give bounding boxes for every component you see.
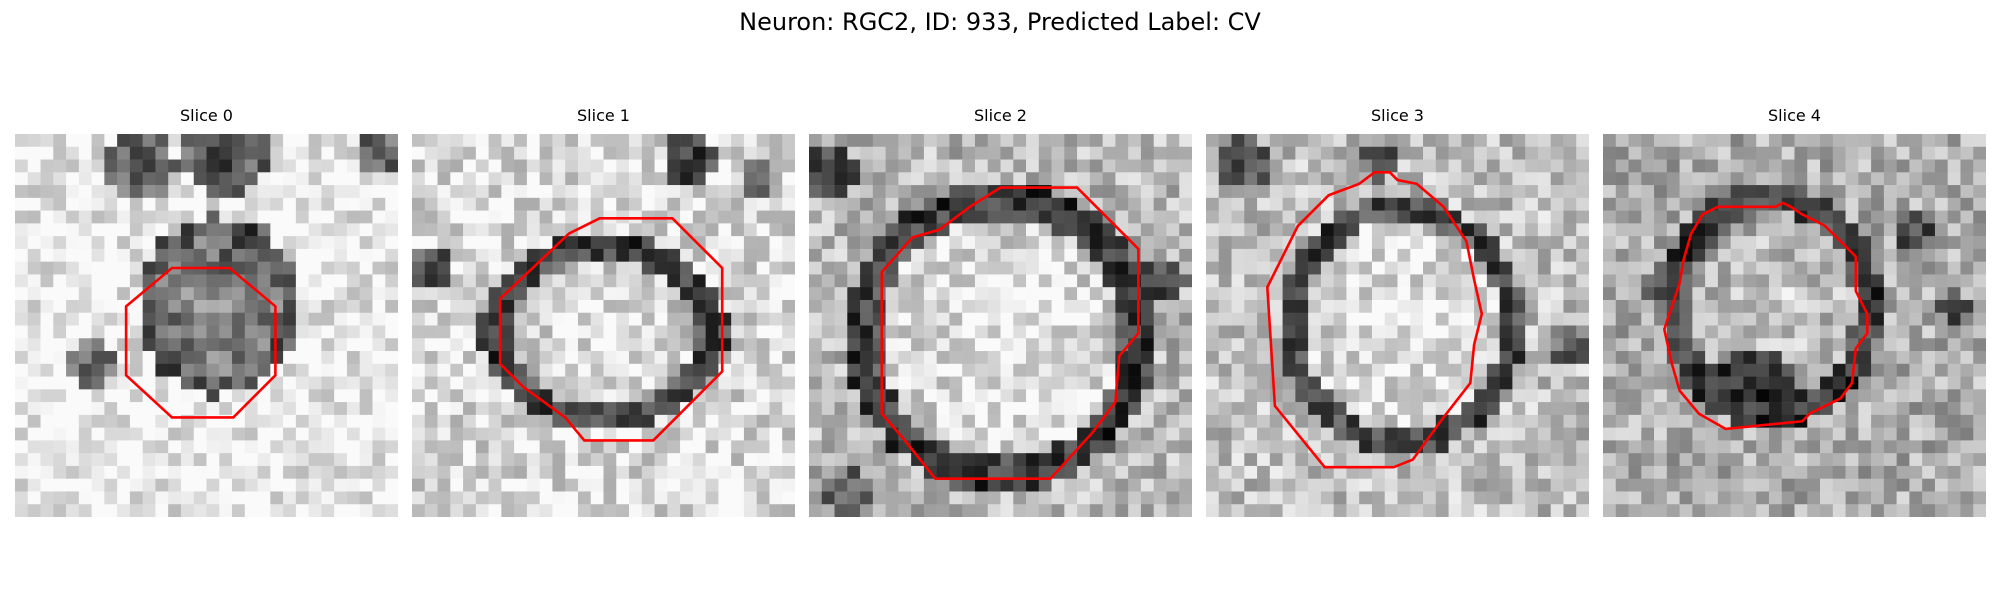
segmentation-contour — [498, 217, 724, 442]
slice-image-3 — [1206, 134, 1589, 517]
slice-panel-3: Slice 3 — [1206, 106, 1589, 518]
slice-title-0: Slice 0 — [180, 106, 233, 125]
slice-title-2: Slice 2 — [974, 106, 1027, 125]
slice-image-0 — [15, 134, 398, 517]
segmentation-contour — [1265, 170, 1484, 469]
slice-panel-1: Slice 1 — [412, 106, 795, 518]
slice-title-3: Slice 3 — [1371, 106, 1424, 125]
slice-title-1: Slice 1 — [577, 106, 630, 125]
segmentation-contour — [1662, 201, 1869, 431]
slice-image-1 — [412, 134, 795, 517]
slice-panel-0: Slice 0 — [15, 106, 398, 518]
slice-image-2 — [809, 134, 1192, 517]
segmentation-contour — [880, 186, 1140, 481]
slice-title-4: Slice 4 — [1768, 106, 1821, 125]
slice-panel-2: Slice 2 — [809, 106, 1192, 518]
segmentation-contour — [124, 266, 277, 419]
slice-panel-4: Slice 4 — [1603, 106, 1986, 518]
figure-title: Neuron: RGC2, ID: 933, Predicted Label: … — [739, 8, 1261, 36]
slice-image-4 — [1603, 134, 1986, 517]
